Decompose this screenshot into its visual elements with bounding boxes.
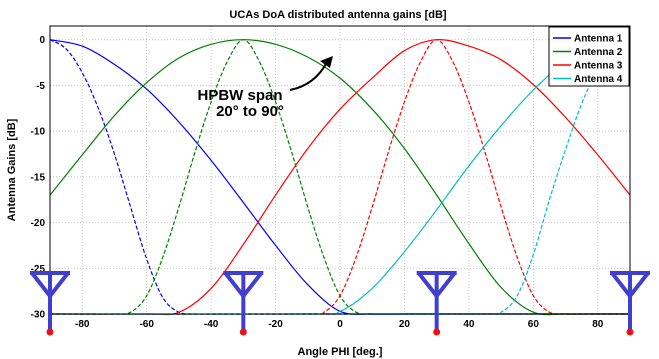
antenna-icon: [610, 271, 650, 336]
legend-label: Antenna 2: [574, 47, 623, 58]
y-tick-label: -25: [31, 264, 46, 275]
x-tick-labels: -80 -60 -40 -20 0 20 40 60 80: [75, 319, 604, 330]
y-tick-label: -30: [31, 310, 46, 321]
antenna-arm-left: [417, 271, 439, 298]
legend-label: Antenna 1: [574, 34, 623, 45]
x-tick-label: -40: [204, 319, 219, 330]
antenna-arm-right: [435, 271, 457, 298]
chart-title: UCAs DoA distributed antenna gains [dB]: [229, 9, 446, 21]
x-tick-label: 0: [337, 319, 343, 330]
x-axis-label: Angle PHI [deg.]: [298, 346, 383, 358]
legend-box: [548, 26, 630, 87]
x-tick-label: 20: [399, 319, 411, 330]
annotation-line-1: HPBW span: [197, 87, 282, 104]
antenna-arm-right: [241, 271, 263, 298]
annotation-arrowhead: [320, 56, 333, 68]
x-tick-label: -80: [75, 319, 90, 330]
series-antenna-3-narrow: [49, 39, 630, 315]
legend-label: Antenna 3: [574, 61, 623, 72]
y-axis-label: Antenna Gains [dB]: [6, 118, 18, 221]
annotation-line-2: 20° to 90°: [216, 103, 284, 120]
antenna-arm-right: [48, 271, 70, 298]
antenna-icon: [223, 271, 264, 336]
y-tick-label: 0: [39, 35, 45, 46]
antenna-base-dot: [239, 328, 247, 336]
y-tick-label: -10: [31, 127, 46, 138]
antenna-arm-left: [223, 271, 245, 298]
y-tick-label: -20: [31, 218, 46, 229]
x-tick-label: 80: [592, 319, 604, 330]
y-tick-label: -5: [36, 81, 45, 92]
legend-label: Antenna 4: [574, 74, 623, 85]
x-tick-label: 40: [463, 319, 475, 330]
x-tick-label: 60: [528, 319, 540, 330]
antenna-arm-left: [610, 271, 632, 298]
annotation-arrow: [289, 61, 328, 91]
antenna-base-dot: [433, 328, 441, 336]
series-antenna-2: [49, 39, 630, 316]
antenna-base-dot: [46, 328, 54, 336]
y-tick-label: -15: [31, 172, 46, 183]
antenna-markers: [30, 271, 650, 336]
antenna-arm-left: [30, 271, 52, 298]
annotation: HPBW span 20° to 90°: [197, 56, 333, 120]
series-antenna-3: [49, 39, 631, 316]
x-tick-label: -20: [268, 319, 283, 330]
antenna-base-dot: [626, 328, 634, 336]
x-tick-label: -60: [139, 319, 154, 330]
antenna-icon: [30, 271, 70, 336]
y-tick-labels: 0 -5 -10 -15 -20 -25 -30: [31, 35, 46, 320]
antenna-arm-right: [628, 271, 650, 298]
antenna-icon: [416, 271, 457, 336]
legend: Antenna 1 Antenna 2 Antenna 3 Antenna 4: [548, 26, 630, 87]
plot-frame: [49, 25, 631, 315]
